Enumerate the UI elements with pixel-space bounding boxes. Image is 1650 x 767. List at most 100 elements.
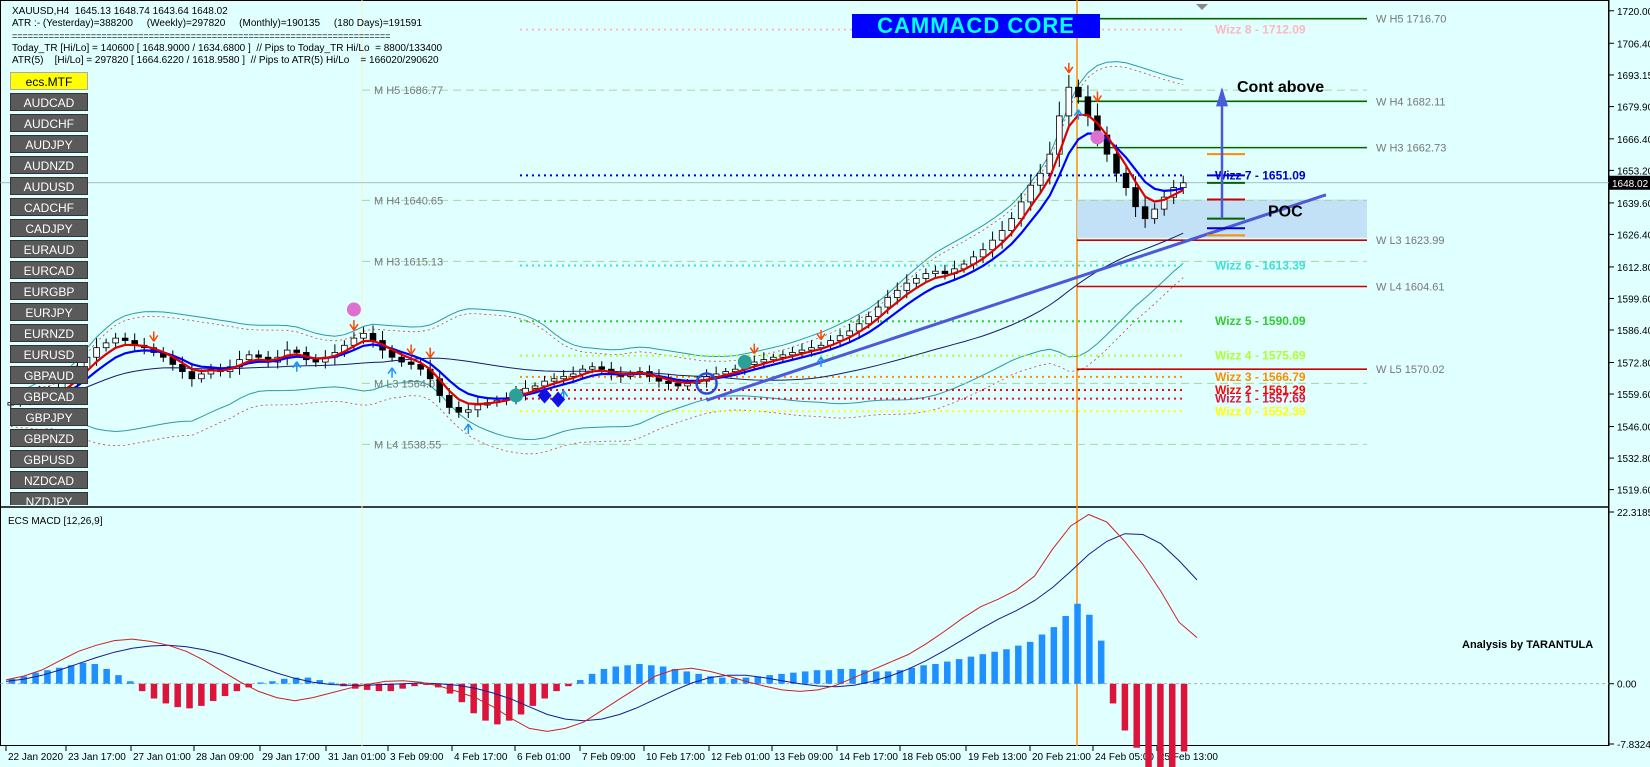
candle-body: [1036, 172, 1044, 186]
symbol-button-eurusd[interactable]: EURUSD: [10, 345, 88, 363]
time-tick-label: 27 Jan 01:00: [133, 752, 191, 763]
symbol-button-audchf[interactable]: AUDCHF: [10, 114, 88, 132]
weekly-pivot-label: W H5 1716.70: [1376, 14, 1446, 26]
sell-arrow-icon: [1064, 62, 1074, 74]
symbol-button-eurnzd[interactable]: EURNZD: [10, 324, 88, 342]
candle-body: [760, 359, 768, 363]
symbol-button-cadchf[interactable]: CADCHF: [10, 198, 88, 216]
buy-arrow-icon: [292, 361, 302, 372]
time-tick-label: 3 Feb 09:00: [390, 752, 444, 763]
macd-tick-label: 22.3185: [1617, 508, 1650, 519]
time-tick-label: 12 Feb 01:00: [711, 752, 770, 763]
candle-body: [874, 306, 882, 318]
candle-body: [1132, 187, 1139, 208]
monthly-pivot-label: M L3 1564.07: [374, 378, 441, 390]
symbol-button-nzdjpy[interactable]: NZDJPY: [10, 492, 88, 505]
candle-body: [560, 375, 567, 380]
price-tick-label: 1599.60: [1617, 294, 1650, 305]
sell-arrow-icon: [1092, 91, 1103, 102]
time-tick-label: 22 Jan 2020: [8, 752, 63, 763]
brand-banner: CAMMACD CORE: [852, 14, 1100, 38]
candle-body: [894, 289, 901, 298]
symbol-button-cadjpy[interactable]: CADJPY: [10, 219, 88, 237]
symbol-button-gbpaud[interactable]: GBPAUD: [10, 366, 88, 384]
time-tick-label: 6 Feb 01:00: [517, 752, 571, 763]
candle-body: [360, 332, 367, 339]
symbol-button-gbpusd[interactable]: GBPUSD: [10, 450, 88, 468]
symbol-button-gbpjpy[interactable]: GBPJPY: [10, 408, 88, 426]
time-tick-label: 4 Feb 17:00: [454, 752, 508, 763]
symbol-button-audusd[interactable]: AUDUSD: [10, 177, 88, 195]
candle-body: [932, 270, 939, 275]
sell-arrow-icon: [149, 331, 159, 342]
symbol-button-audnzd[interactable]: AUDNZD: [10, 156, 88, 174]
candle-body: [550, 378, 558, 382]
candle-body: [245, 354, 253, 361]
symbol-info: XAUUSD,H4 1645.13 1648.74 1643.64 1648.0…: [12, 6, 228, 17]
candle-body: [312, 359, 320, 363]
symbol-button-eurcad[interactable]: EURCAD: [10, 261, 88, 279]
candle-body: [455, 407, 463, 413]
candle-body: [1179, 182, 1187, 188]
time-tick-label: 25 Feb 13:00: [1159, 752, 1218, 763]
ema-slow-line: [10, 132, 1184, 404]
candle-body: [445, 395, 453, 408]
credit-label: Analysis by TARANTULA: [1462, 639, 1593, 651]
price-tick-label: 1639.60: [1617, 199, 1650, 210]
wizz-label: Wizz 2 - 1561.29: [1215, 383, 1306, 397]
candle-body: [1008, 218, 1015, 232]
candle-body: [407, 361, 415, 365]
candle-body: [1151, 208, 1158, 220]
candle-body: [1046, 153, 1054, 174]
symbol-button-gbpnzd[interactable]: GBPNZD: [10, 429, 88, 447]
symbol-button-audcad[interactable]: AUDCAD: [10, 93, 88, 111]
time-tick-label: 13 Feb 09:00: [774, 752, 833, 763]
wizz-label: Wizz 3 - 1566.79: [1215, 370, 1306, 384]
envelope-upper: [10, 65, 1184, 399]
symbol-button-euraud[interactable]: EURAUD: [10, 240, 88, 258]
price-tick-label: 1532.80: [1617, 454, 1650, 465]
candle-body: [102, 342, 110, 349]
weekly-pivot-label: W L4 1604.61: [1376, 281, 1445, 293]
price-tick-label: 1720.00: [1617, 7, 1650, 18]
signal-dot-icon: [737, 355, 752, 370]
sell-arrow-icon: [816, 329, 826, 341]
wizz-label: Wizz 4 - 1575.69: [1215, 349, 1306, 363]
candle-body: [913, 277, 920, 284]
symbol-button-nzdcad[interactable]: NZDCAD: [10, 471, 88, 489]
macd-title: ECS MACD [12,26,9]: [8, 516, 103, 527]
ema-fast-line: [10, 113, 1184, 406]
target-circle-icon: [695, 372, 718, 395]
candle-body: [598, 366, 606, 370]
candle-body: [112, 337, 119, 344]
candle-body: [846, 330, 853, 337]
candle-body: [531, 385, 539, 389]
macd-main-line: [5, 513, 1198, 732]
price-tick-label: 1666.40: [1617, 135, 1650, 146]
time-tick-label: 23 Jan 17:00: [68, 752, 126, 763]
current-price-label: 1648.02: [1612, 179, 1649, 190]
wizz-label: Wizz 8 - 1712.09: [1215, 23, 1306, 37]
price-tick-label: 1679.90: [1617, 103, 1650, 114]
today-tr-info: Today_TR [Hi/Lo] = 140600 [ 1648.9000 / …: [12, 43, 443, 54]
wizz-label: Wizz 6 - 1613.39: [1215, 259, 1306, 273]
price-tick-label: 1572.80: [1617, 359, 1650, 370]
symbol-button-audjpy[interactable]: AUDJPY: [10, 135, 88, 153]
symbol-button-eurgbp[interactable]: EURGBP: [10, 282, 88, 300]
time-tick-label: 31 Jan 01:00: [328, 752, 386, 763]
poc-label: POC: [1268, 203, 1303, 220]
symbol-button-gbpcad[interactable]: GBPCAD: [10, 387, 88, 405]
price-tick-label: 1586.40: [1617, 326, 1650, 337]
symbol-switcher: ecs.MTF AUDCAD AUDCHF AUDJPY AUDNZD AUDUSD CA…: [10, 72, 90, 505]
active-symbol-button[interactable]: ecs.MTF: [10, 72, 88, 90]
diamond-icon: [537, 387, 552, 404]
sell-arrow-icon: [406, 344, 416, 355]
symbol-button-eurjpy[interactable]: EURJPY: [10, 303, 88, 321]
candle-body: [369, 332, 377, 341]
candle-body: [674, 383, 682, 387]
candle-body: [1075, 86, 1082, 98]
buy-arrow-icon: [387, 367, 397, 378]
candle-body: [665, 380, 672, 384]
candle-body: [770, 356, 777, 361]
